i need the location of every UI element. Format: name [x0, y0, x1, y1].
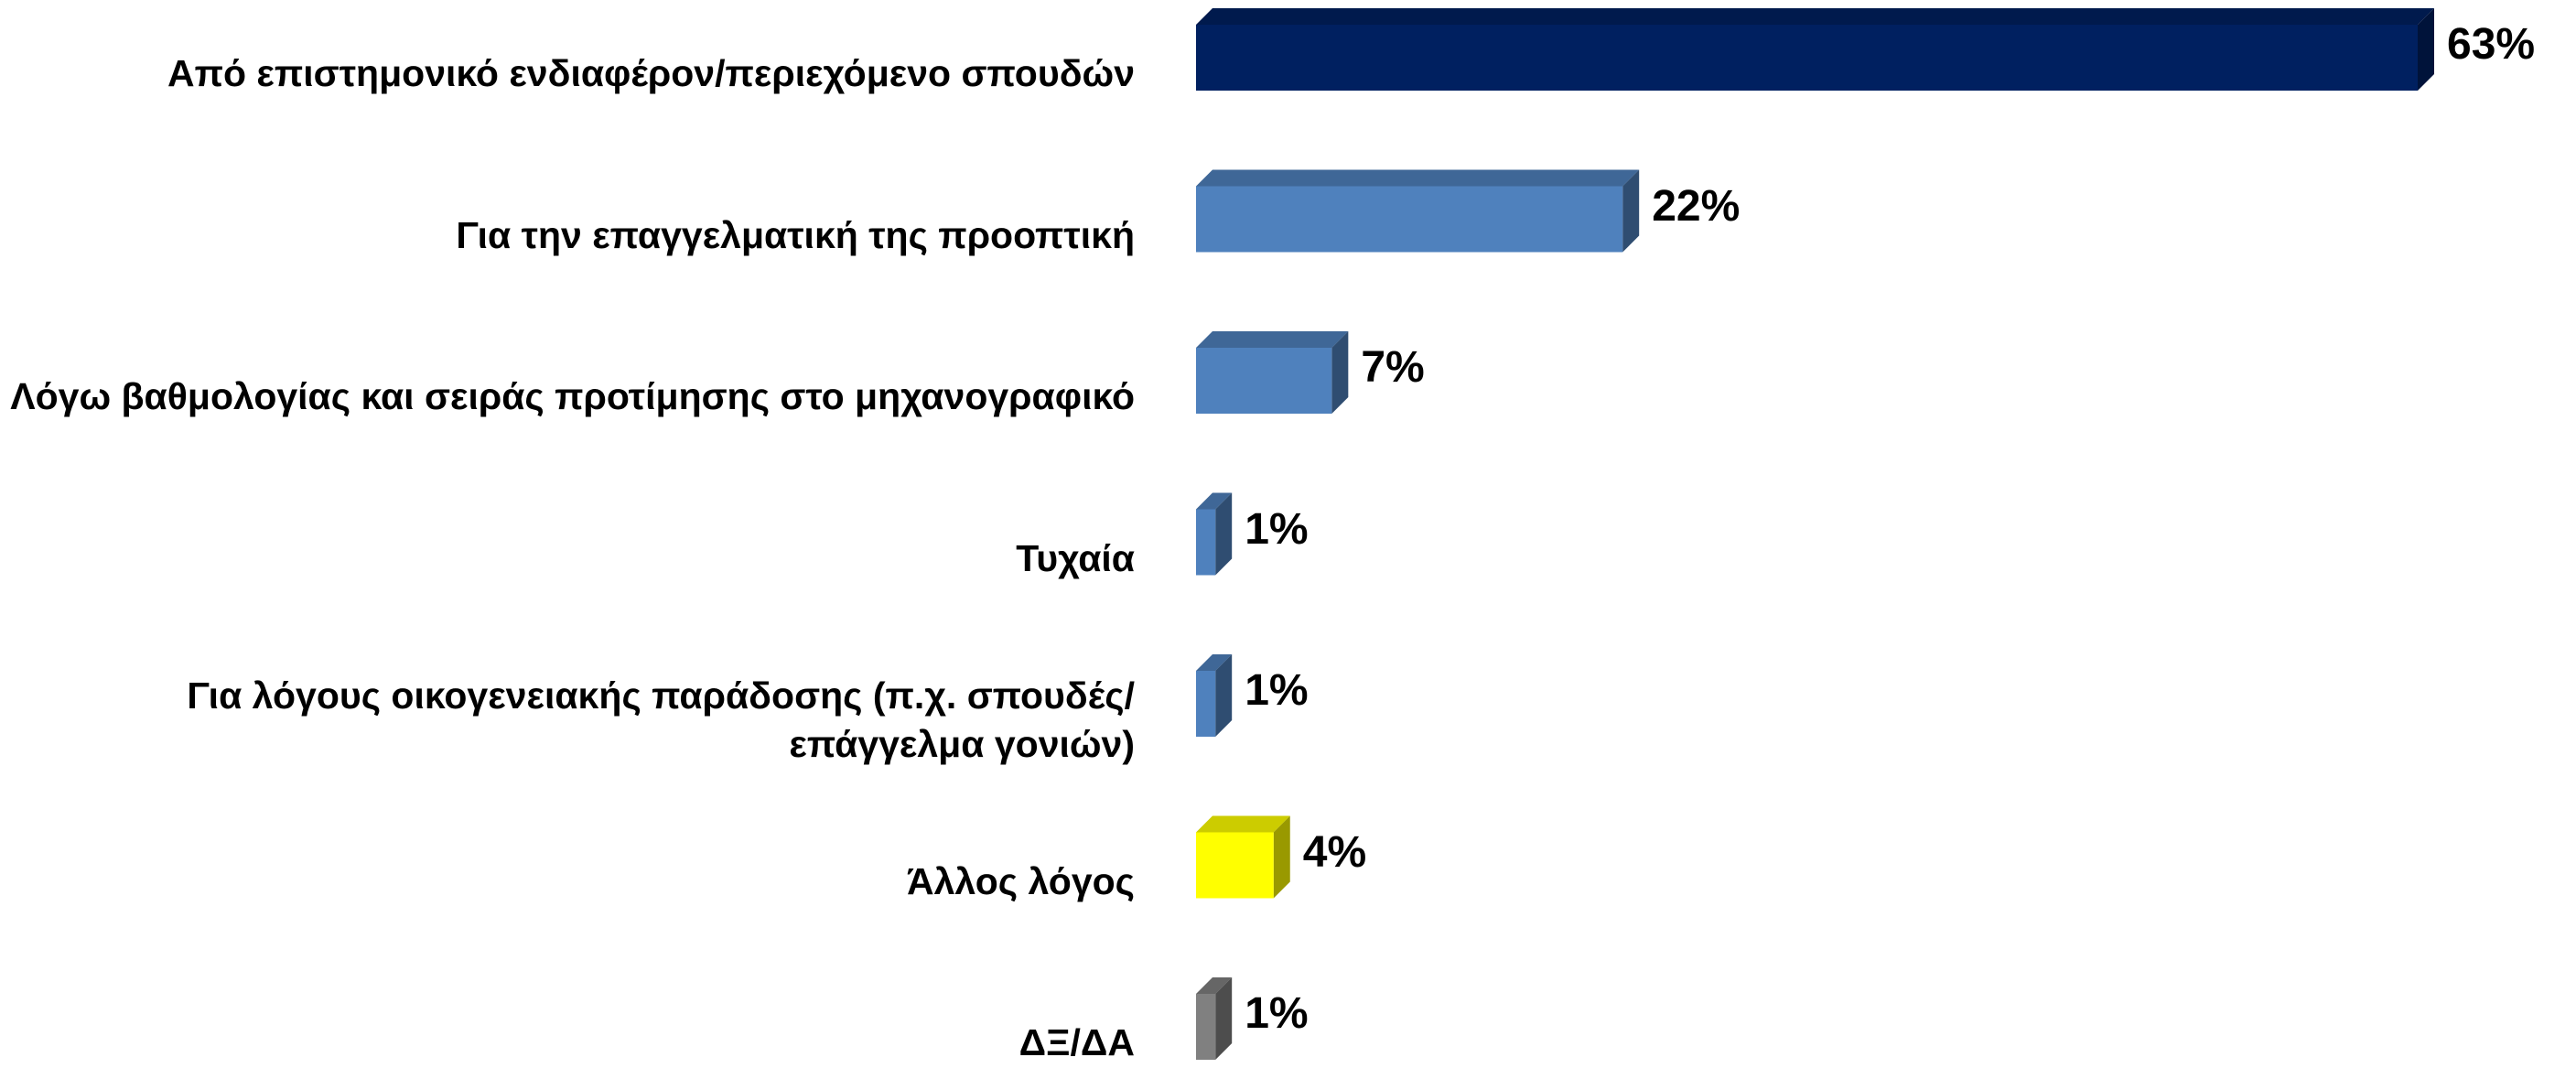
bar-side [1273, 815, 1290, 899]
bar-side [1622, 169, 1640, 253]
bar [1196, 994, 1216, 1060]
bar-side [1331, 331, 1349, 414]
bar-top [1196, 654, 1233, 671]
bar-top [1196, 815, 1290, 833]
bar [1196, 186, 1623, 253]
category-label: Τυχαία [1016, 536, 1135, 579]
value-label: 63% [2447, 20, 2536, 69]
bar-side [1215, 492, 1233, 576]
bar [1196, 509, 1216, 576]
category-label: Από επιστημονικό ενδιαφέρον/περιεχόμενο … [167, 52, 1135, 95]
category-label: Για λόγους οικογενειακής παράδοσης (π.χ.… [187, 674, 1135, 765]
bar-top [1196, 8, 2434, 25]
category-label: Άλλος λόγος [907, 859, 1135, 902]
value-label: 1% [1245, 666, 1309, 715]
bar [1196, 25, 2418, 91]
category-label: Για την επαγγελματική της προοπτική [456, 213, 1135, 256]
bar-side [1215, 977, 1233, 1060]
bar-top [1196, 492, 1233, 510]
bar [1196, 832, 1274, 899]
bar [1196, 671, 1216, 737]
bar-top [1196, 977, 1233, 994]
value-label: 22% [1652, 181, 1741, 231]
value-label: 4% [1302, 827, 1367, 877]
bar-side [1215, 654, 1233, 737]
bar [1196, 348, 1332, 414]
value-label: 1% [1245, 989, 1309, 1038]
bar-top [1196, 169, 1640, 187]
value-label: 1% [1245, 504, 1309, 554]
bar-top [1196, 331, 1349, 348]
category-label: Λόγω βαθμολογίας και σειράς προτίμησης σ… [10, 375, 1135, 418]
value-label: 7% [1361, 343, 1425, 392]
bar-side [2418, 8, 2434, 91]
category-label: ΔΞ/ΔΑ [1019, 1021, 1135, 1064]
